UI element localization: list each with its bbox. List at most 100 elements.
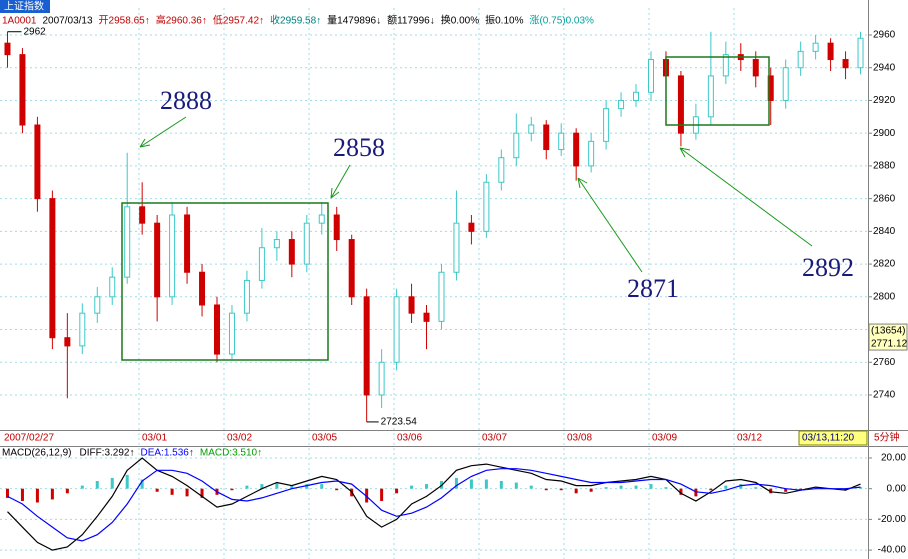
text-layer: 1A0001 2007/03/13 开2958.65↑ 高2960.36↑ 低2957.… <box>2 14 908 556</box>
y-tick-label: 2820 <box>873 259 896 270</box>
macd-bar <box>245 485 249 489</box>
y-tick-label: 2940 <box>873 62 896 73</box>
candle-body <box>453 222 460 273</box>
indicator: DEA:1.536↑ <box>141 448 194 459</box>
macd-title: MACD(26,12,9) <box>2 448 71 459</box>
candle-body <box>707 75 714 118</box>
y-tick-label: -20.00 <box>878 514 907 525</box>
macd-bar <box>694 488 698 497</box>
macd-bar <box>544 488 548 491</box>
candle-body <box>588 140 595 167</box>
indicator: DIFF:3.292↑ <box>79 448 134 459</box>
macd-bar <box>275 482 279 489</box>
y-tick-label: 2840 <box>873 226 896 237</box>
current-time: 03/13,11:20 <box>802 433 855 444</box>
x-tick-label: 03/07 <box>482 433 507 444</box>
macd-bar <box>559 488 563 491</box>
candle-body <box>228 312 235 355</box>
y-tick-label: 2740 <box>873 390 896 401</box>
candle-body <box>558 132 565 151</box>
cursor-box <box>868 323 908 351</box>
range-box <box>121 202 329 361</box>
macd-bar <box>50 488 54 500</box>
macd-bar <box>140 479 144 489</box>
candle-body <box>648 59 654 93</box>
candle-body <box>273 239 280 249</box>
y-tick-label: 2920 <box>873 95 896 106</box>
arrow <box>330 164 351 199</box>
candle-body <box>543 124 550 151</box>
header-field: 量1479896↓ <box>327 15 381 27</box>
candle-body <box>348 239 355 298</box>
macd-bar <box>185 488 189 497</box>
x-tick-label: 03/05 <box>312 433 337 444</box>
arrow <box>679 147 813 247</box>
x-tick-label: 03/02 <box>227 433 252 444</box>
macd-bar <box>709 488 713 491</box>
candle-body <box>303 222 310 265</box>
candle-body <box>618 99 625 110</box>
candle-body <box>64 337 71 347</box>
candle-body <box>333 214 340 241</box>
candle-body <box>752 59 759 77</box>
marks-layer <box>4 31 864 551</box>
macd-bar <box>110 477 114 489</box>
candle-body <box>468 222 475 232</box>
candle-body <box>49 198 56 339</box>
cursor-price: 2771.12 <box>871 339 908 350</box>
macd-bar <box>574 488 578 494</box>
macd-bar <box>469 479 473 489</box>
x-tick-label: 03/12 <box>737 433 762 444</box>
macd-bar <box>484 479 488 489</box>
macd-bar <box>20 488 24 501</box>
candle-body <box>393 296 400 363</box>
period: 5分钟 <box>874 431 900 444</box>
macd-bar <box>679 488 683 495</box>
macd-bar <box>739 484 743 489</box>
macd-bar <box>604 487 608 489</box>
macd-bar <box>619 485 623 489</box>
macd-bar <box>335 488 339 491</box>
x-tick-label: 03/08 <box>567 433 592 444</box>
macd-bar <box>529 485 533 489</box>
candle-body <box>812 42 819 52</box>
candle-body <box>169 214 176 298</box>
candle-body <box>378 361 385 396</box>
low-label: 2723.54 <box>381 417 418 428</box>
candle-body <box>288 239 295 265</box>
annotation: 2888 <box>160 86 212 115</box>
header-field: 低2957.42↑ <box>213 14 264 27</box>
candle-body <box>109 276 116 298</box>
arrow <box>577 177 643 273</box>
header-field: 1A0001 <box>2 16 37 27</box>
macd-line <box>7 468 861 542</box>
header-field: 高2960.36↑ <box>156 14 207 27</box>
range-box <box>665 56 770 126</box>
tab-background <box>0 0 50 13</box>
candle-body <box>528 124 535 134</box>
y-tick-label: 2960 <box>873 30 896 41</box>
header-field: 额117996↓ <box>387 14 435 27</box>
high-label: 2962 <box>23 26 46 37</box>
x-tick-label: 03/01 <box>142 433 167 444</box>
macd-bar <box>290 485 294 489</box>
grid-layer <box>0 8 868 559</box>
candle-body <box>243 279 250 314</box>
candle-body <box>603 108 610 142</box>
header-field: 换0.00% <box>441 14 479 27</box>
macd-bar <box>425 484 429 489</box>
header-field: 开2958.65↑ <box>99 16 150 27</box>
candle-body <box>483 181 490 232</box>
macd-bar <box>5 488 9 498</box>
candle-body <box>633 91 640 101</box>
candle-body <box>363 296 370 396</box>
macd-bar <box>724 485 728 489</box>
macd-bar <box>80 485 84 489</box>
cursor-volume: (13654) <box>871 326 905 337</box>
x-tick-label: 03/09 <box>652 433 677 444</box>
candle-body <box>184 214 191 273</box>
macd-bar <box>649 484 653 489</box>
macd-bar <box>499 481 503 489</box>
